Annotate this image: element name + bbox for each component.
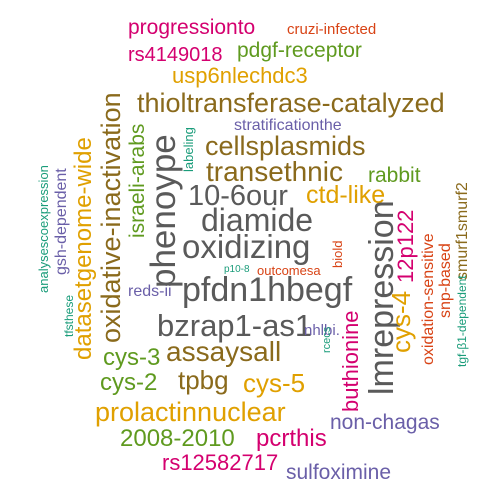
word-2008-2010: 2008-2010 [120, 425, 235, 452]
word-p10-8: p10-8 [224, 264, 250, 275]
word-bzrap1-as1: bzrap1-as1 [157, 308, 313, 343]
word-12p122: 12p122 [393, 209, 418, 283]
word-analysescoexpression: analysescoexpression [36, 165, 51, 293]
word-transethnic: transethnic [206, 156, 343, 187]
word-biold: biold [330, 240, 345, 268]
word-pcrthis: pcrthis [256, 425, 327, 452]
word-buthionine: buthionine [338, 310, 363, 412]
word-smurf1smurf2: smurf1smurf2 [454, 182, 471, 280]
word-oxidizing: oxidizing [182, 228, 311, 265]
word-progressionto: progressionto [128, 16, 256, 39]
word-snp-based: snp-based [437, 243, 454, 318]
word-oxidative-inactivation: oxidative-inactivation [96, 92, 126, 343]
word-phenoype: phenoype [144, 134, 183, 288]
word-gsh-dependent: gsh-dependent [53, 168, 70, 275]
word-nhlbi: nhlbi. [304, 322, 340, 339]
word-outcomesa: outcomesa [257, 263, 321, 278]
word-stratificationthe: stratificationthe [234, 117, 342, 134]
word-labeling: labeling [181, 127, 196, 172]
word-cys-3: cys-3 [103, 344, 161, 371]
word-cys-2: cys-2 [100, 369, 158, 396]
word-tgf-b1-dependent: tgf-β1-dependent [455, 275, 469, 367]
word-oxidation-sensitive: oxidation-sensitive [420, 233, 437, 365]
word-cys-5: cys-5 [243, 368, 306, 398]
word-sulfoximine: sulfoximine [286, 461, 392, 484]
word-prolactinnuclear: prolactinnuclear [95, 397, 286, 427]
word-usp6nlechdc3: usp6nlechdc3 [172, 63, 308, 88]
word-rs12582717: rs12582717 [162, 450, 279, 475]
word-rabbit: rabbit [368, 164, 421, 187]
word-assaysall: assaysall [166, 336, 282, 367]
word-tpbg: tpbg [178, 365, 229, 395]
word-reds-ii: reds-ii [128, 283, 172, 300]
word-pfdn1hbegf: pfdn1hbegf [182, 271, 353, 309]
word-10-6our: 10-6our [188, 180, 288, 212]
word-thioltransferase-catalyzed: thioltransferase-catalyzed [137, 88, 445, 118]
word-cruzi-infected: cruzi-infected [287, 21, 377, 38]
word-rs4149018: rs4149018 [128, 44, 223, 66]
word-pdgf-receptor: pdgf-receptor [237, 39, 362, 62]
word-non-chagas: non-chagas [330, 411, 440, 434]
word-cys-4: cys-4 [386, 290, 416, 353]
word-diamide: diamide [201, 202, 314, 238]
word-cellsplasmids: cellsplasmids [205, 131, 366, 161]
word-ctd-like: ctd-like [306, 181, 386, 209]
word-rcecs: rcecs [321, 326, 333, 353]
word-tfsthese: tfsthese [62, 294, 76, 337]
